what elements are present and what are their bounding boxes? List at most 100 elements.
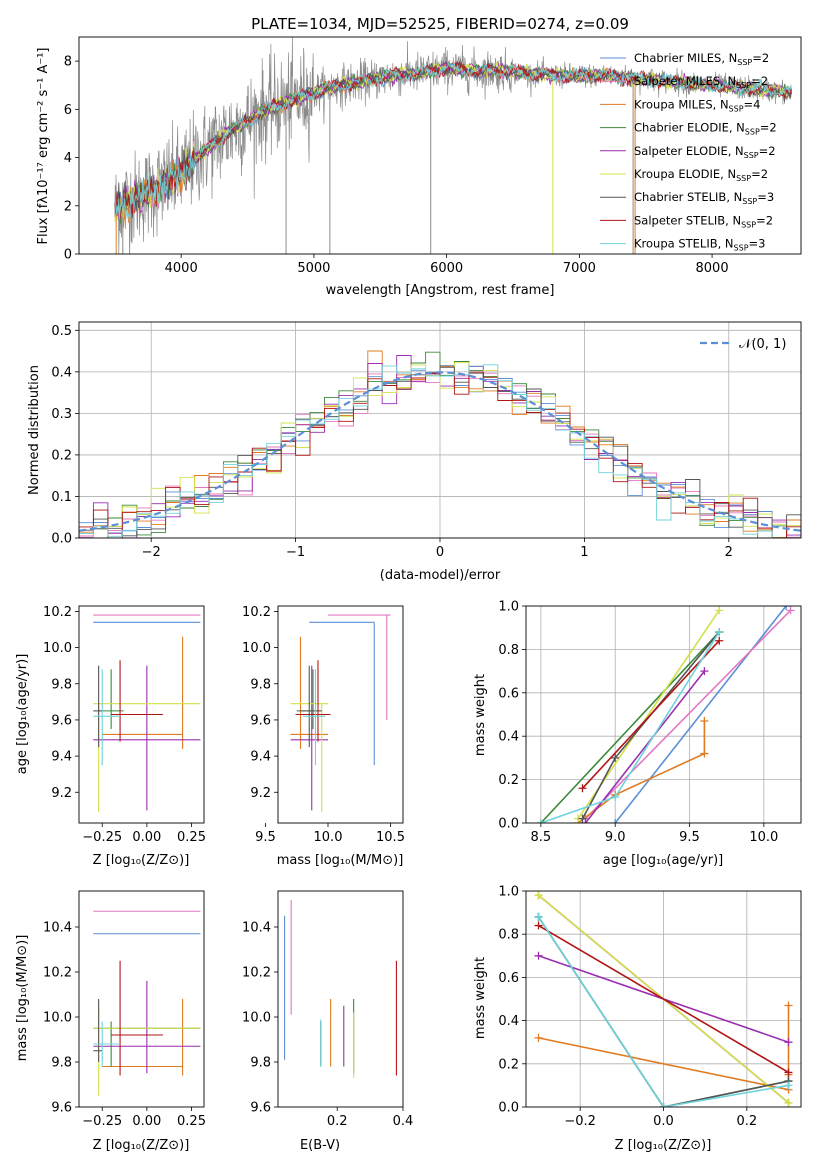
y-tick-label: 10.4 xyxy=(242,921,271,936)
y-tick-label: 0.8 xyxy=(498,643,519,658)
observed-spectrum-line xyxy=(114,37,792,254)
legend-sub: SSP xyxy=(741,220,756,229)
x-tick-label: 9.5 xyxy=(679,830,700,845)
weight-marker-salpeter_elodie xyxy=(784,1038,793,1047)
y-tick-label: 0.2 xyxy=(498,1057,519,1072)
y-tick-label: 0.6 xyxy=(498,686,519,701)
legend-text: Kroupa ELODIE, N xyxy=(634,167,736,181)
weight-marker-salpeter_stelib xyxy=(534,921,543,930)
x-tick-label: 0.2 xyxy=(736,1114,757,1129)
legend-entry-salpeter_stelib: Salpeter STELIB, NSSP=2 xyxy=(634,213,773,229)
weight-marker-kroupa_elodie xyxy=(715,606,724,615)
legend-text: Salpeter MILES, N xyxy=(634,74,736,88)
legend-sub: SSP xyxy=(745,128,760,137)
x-tick-label: 0 xyxy=(436,545,444,560)
axes-frame xyxy=(78,321,802,539)
y-tick-label: 9.8 xyxy=(51,1056,72,1071)
y-tick-label: 9.6 xyxy=(51,713,72,728)
weight-marker-chabrier_miles xyxy=(782,606,791,610)
legend-entry-chabrier_stelib: Chabrier STELIB, NSSP=3 xyxy=(634,190,774,206)
legend-text: Chabrier MILES, N xyxy=(634,51,737,65)
legend-entry-chabrier_elodie: Chabrier ELODIE, NSSP=2 xyxy=(634,121,777,137)
y-tick-label: 10.2 xyxy=(242,966,271,981)
axes-frame xyxy=(277,605,404,824)
legend-entry-kroupa_elodie: Kroupa ELODIE, NSSP=2 xyxy=(634,167,768,183)
y-tick-label: 10.0 xyxy=(242,641,271,656)
weight-marker-salpeter_stelib xyxy=(578,784,587,793)
y-tick-label: 10.2 xyxy=(43,966,72,981)
spectrum-ylabel: Flux [fλ10⁻¹⁷ erg cm⁻² s⁻¹ A⁻¹] xyxy=(36,48,51,245)
axes-frame xyxy=(525,605,802,824)
y-tick-label: 0.4 xyxy=(498,730,519,745)
spectrum-xlabel: wavelength [Angstrom, rest frame] xyxy=(326,283,555,298)
legend-entry-salpeter_elodie: Salpeter ELODIE, NSSP=2 xyxy=(634,144,776,160)
weight-marker-kroupa_stelib xyxy=(659,1103,668,1107)
x-tick-label: 1 xyxy=(580,545,588,560)
axes-frame xyxy=(78,605,205,824)
y-tick-label: 9.4 xyxy=(51,750,72,765)
spectrum-title: PLATE=1034, MJD=52525, FIBERID=0274, z=0… xyxy=(251,15,629,33)
plot-area xyxy=(526,606,801,823)
weight-line-salpeter_elodie xyxy=(584,670,706,823)
legend-value: =4 xyxy=(744,97,761,111)
legend-text: Salpeter ELODIE, N xyxy=(634,144,744,158)
y-tick-label: 0.5 xyxy=(51,324,72,339)
y-tick-label: 8 xyxy=(64,55,72,70)
x-tick-label: 0.2 xyxy=(327,1114,348,1129)
x-tick-label: 5000 xyxy=(297,261,330,276)
x-tick-label: 8000 xyxy=(696,261,729,276)
age-vs-mass-panel: 9.5 10.0 10.5 9.2 9.4 9.6 9.8 10.0 10.2 mass [lo… xyxy=(242,605,405,868)
weight-marker-kroupa_stelib xyxy=(611,792,620,801)
legend-sub: SSP xyxy=(736,81,751,90)
spectrum-panel: PLATE=1034, MJD=52525, FIBERID=0274, z=0… xyxy=(36,15,802,298)
y-tick-label: 9.6 xyxy=(250,1101,271,1116)
legend-value: =2 xyxy=(751,167,768,181)
residuals-ylabel: Normed distribution xyxy=(27,365,42,495)
weight-marker-kroupa_stelib xyxy=(536,819,545,823)
model-line-kroupa_stelib xyxy=(114,62,793,220)
legend-text: Kroupa STELIB, N xyxy=(634,237,734,251)
weight-vs-z-panel: −0.2 0.0 0.2 0.0 0.2 0.4 0.6 0.8 1.0 Z [log₁₀(Z/… xyxy=(473,885,802,1153)
y-tick-label: 0.2 xyxy=(498,773,519,788)
weight-marker-salpeter_stelib xyxy=(784,1068,793,1077)
x-tick-label: 8.5 xyxy=(531,830,552,845)
y-tick-label: 1.0 xyxy=(498,600,519,615)
y-tick-label: 0.4 xyxy=(51,365,72,380)
x-tick-label: −2 xyxy=(142,545,161,560)
y-tick-label: 6 xyxy=(64,103,72,118)
weight-marker-kroupa_stelib xyxy=(784,1081,793,1090)
weight-age-ylabel: mass weight xyxy=(473,674,488,756)
weight-z-ylabel: mass weight xyxy=(473,957,488,1039)
y-tick-label: 9.6 xyxy=(250,713,271,728)
x-tick-label: 9.5 xyxy=(255,830,276,845)
y-tick-label: 9.4 xyxy=(250,750,271,765)
y-tick-label: 1.0 xyxy=(498,885,519,900)
x-tick-label: 0.0 xyxy=(653,1114,674,1129)
weight-marker-salpeter_elodie xyxy=(534,951,543,960)
y-tick-label: 10.0 xyxy=(43,1011,72,1026)
x-tick-label: 6000 xyxy=(430,261,463,276)
legend-value: =3 xyxy=(749,237,766,251)
x-tick-label: 10.5 xyxy=(376,830,405,845)
weight-marker-chabrier_miles xyxy=(611,819,620,823)
x-tick-label: 0.00 xyxy=(132,830,161,845)
weight-marker-kroupa_miles xyxy=(534,1033,543,1042)
legend-value: =2 xyxy=(760,121,777,135)
x-tick-label: 0.4 xyxy=(393,1114,414,1129)
age-vs-z-panel: −0.25 0.00 0.25 9.2 9.4 9.6 9.8 10.0 10.2 Z [log… xyxy=(15,605,206,868)
legend-sub: SSP xyxy=(736,174,751,183)
weight-marker-salpeter_elodie xyxy=(700,667,709,676)
y-tick-label: 9.8 xyxy=(250,677,271,692)
y-tick-label: 0.1 xyxy=(51,490,72,505)
y-tick-label: 10.2 xyxy=(242,605,271,620)
x-tick-label: 0.25 xyxy=(177,830,206,845)
legend-value: =2 xyxy=(752,51,769,65)
residuals-panel: −2 −1 0 1 2 0.0 0.1 0.2 0.3 0.4 0.5 𝒩(0, 1) (data-m… xyxy=(27,321,802,583)
legend-value: =2 xyxy=(759,144,776,158)
histogram-kroupa_elodie xyxy=(79,362,801,538)
weight-line-chabrier_miles xyxy=(614,606,787,823)
legend-sub: SSP xyxy=(742,197,757,206)
axes-frame xyxy=(78,36,802,255)
weight-line-chabrier_elodie xyxy=(540,631,720,823)
